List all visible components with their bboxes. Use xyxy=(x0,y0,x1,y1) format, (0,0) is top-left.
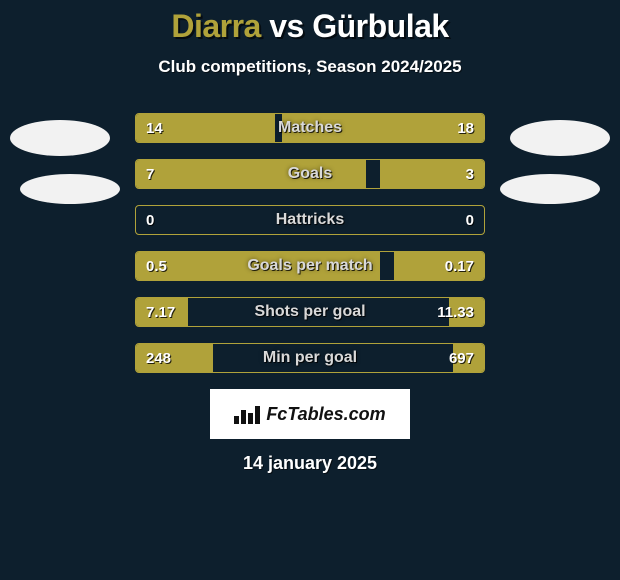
stat-fill-right xyxy=(449,298,484,326)
player1-club-placeholder xyxy=(20,174,120,204)
subtitle: Club competitions, Season 2024/2025 xyxy=(0,57,620,77)
stat-row: 248697Min per goal xyxy=(135,343,485,373)
stat-fill-right xyxy=(282,114,484,142)
player2-name: Gürbulak xyxy=(312,8,448,44)
stat-fill-left xyxy=(136,344,213,372)
stat-row: 7.1711.33Shots per goal xyxy=(135,297,485,327)
bar-chart-icon xyxy=(234,404,260,424)
page-title: Diarra vs Gürbulak xyxy=(0,8,620,45)
logo-text: FcTables.com xyxy=(266,404,385,425)
player1-photo-placeholder xyxy=(10,120,110,156)
stat-label: Hattricks xyxy=(136,206,484,234)
player2-club-placeholder xyxy=(500,174,600,204)
player1-name: Diarra xyxy=(171,8,261,44)
vs-separator: vs xyxy=(269,8,304,44)
player2-photo-placeholder xyxy=(510,120,610,156)
stat-row: 1418Matches xyxy=(135,113,485,143)
stat-fill-right xyxy=(394,252,484,280)
stat-fill-left xyxy=(136,252,380,280)
source-logo: FcTables.com xyxy=(210,389,410,439)
stat-fill-left xyxy=(136,160,366,188)
stat-value-right: 0 xyxy=(456,206,484,234)
stat-row: 0.50.17Goals per match xyxy=(135,251,485,281)
stat-fill-left xyxy=(136,298,188,326)
comparison-infographic: Diarra vs Gürbulak Club competitions, Se… xyxy=(0,0,620,474)
stat-row: 73Goals xyxy=(135,159,485,189)
stat-label: Shots per goal xyxy=(136,298,484,326)
stat-value-left: 0 xyxy=(136,206,164,234)
stat-fill-left xyxy=(136,114,275,142)
stat-fill-right xyxy=(380,160,484,188)
stat-row: 0 0Hattricks xyxy=(135,205,485,235)
snapshot-date: 14 january 2025 xyxy=(0,453,620,474)
stats-bars: 1418Matches 73Goals 0 0Hattricks 0.50.17Goal… xyxy=(135,113,485,373)
stat-fill-right xyxy=(453,344,484,372)
